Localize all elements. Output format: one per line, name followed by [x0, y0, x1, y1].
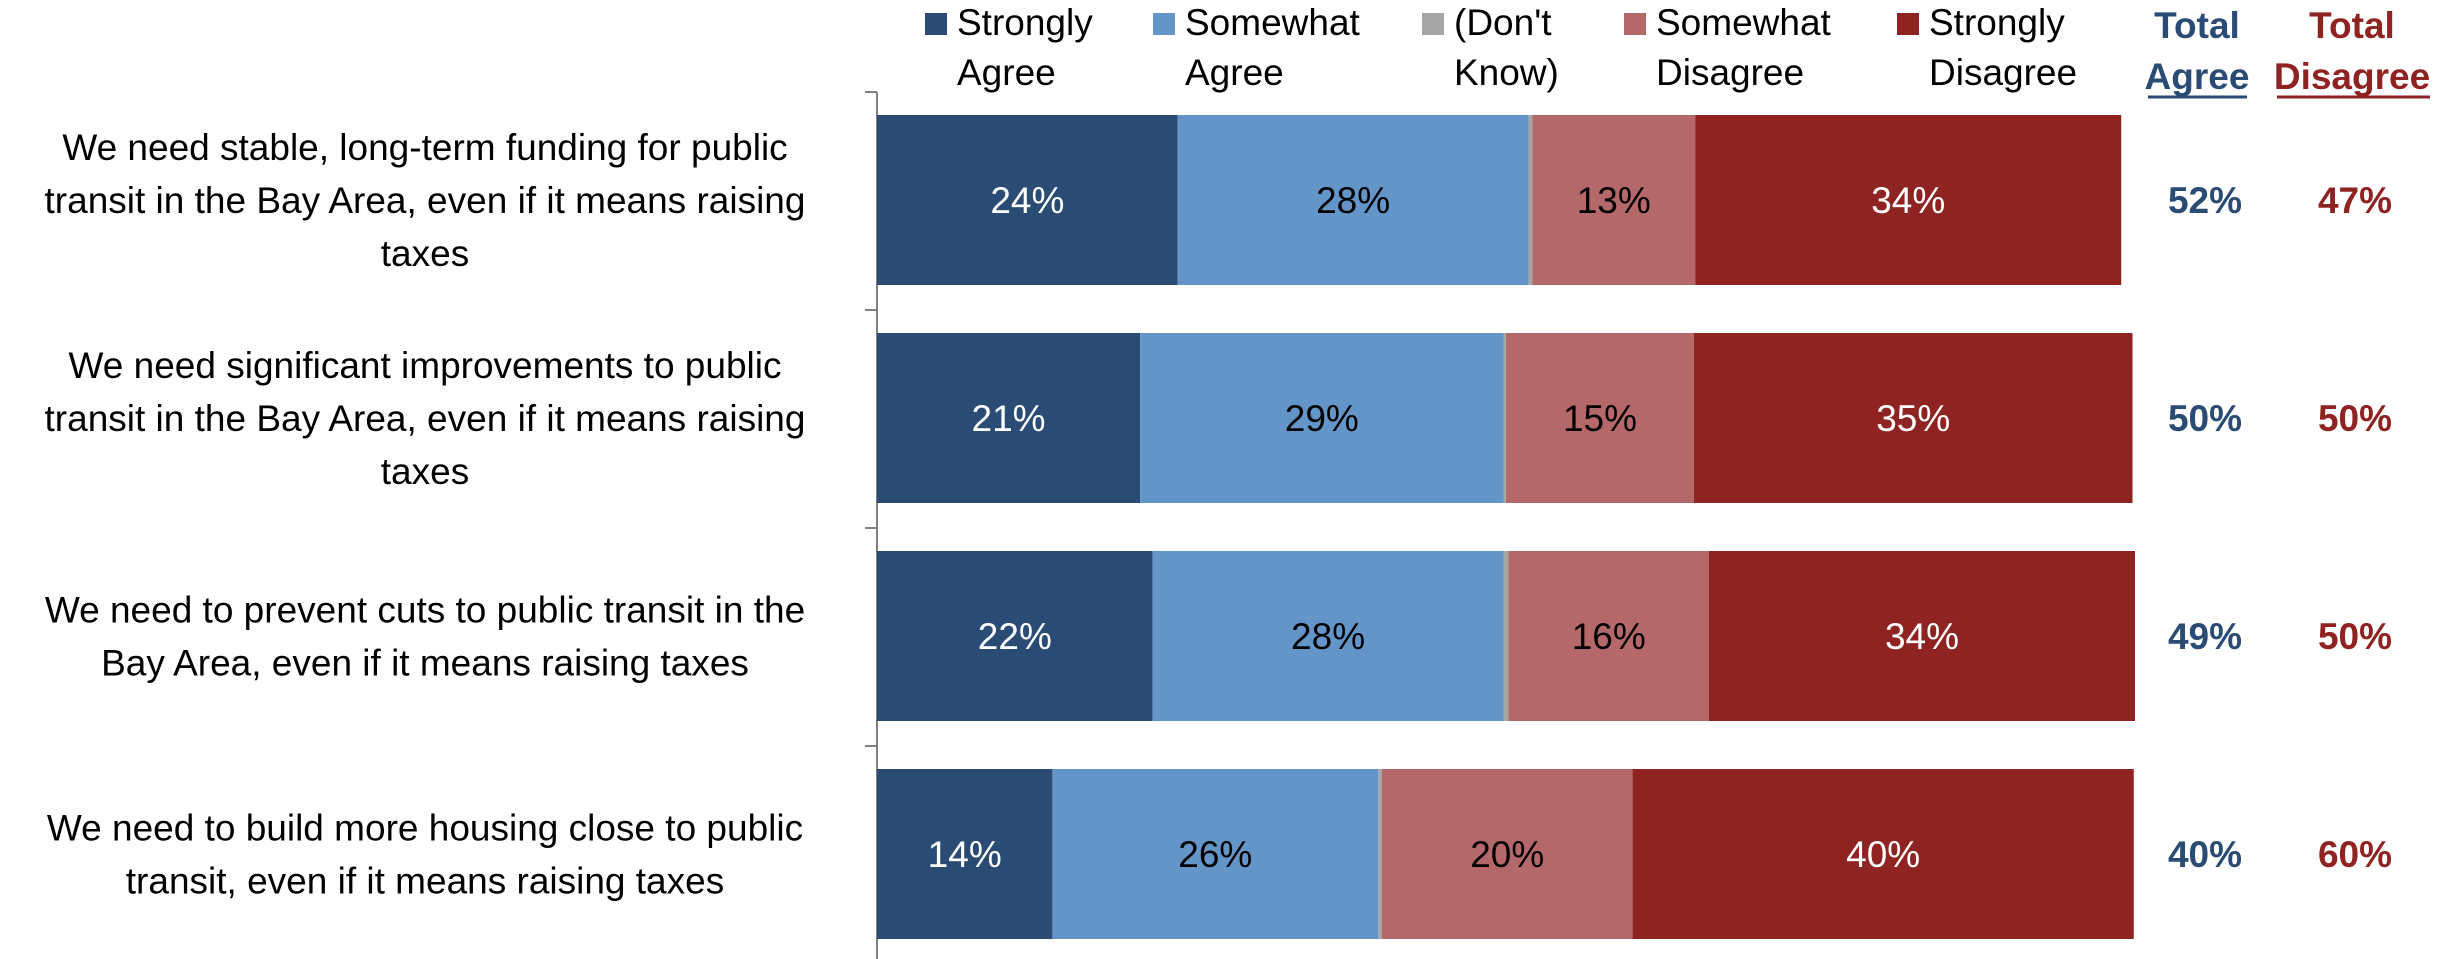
data-label: 15% [1563, 398, 1637, 439]
bar-segment [1532, 115, 1696, 285]
legend-label-line: Strongly [1929, 2, 2065, 43]
total-agree-value: 50% [2168, 398, 2242, 439]
bar-segment [1381, 769, 1633, 939]
legend-label: (Don't Know) [1454, 2, 1559, 93]
total-agree-header-line: Agree [2145, 56, 2250, 97]
total-agree-value: 52% [2168, 180, 2242, 221]
total-disagree-value: 60% [2318, 834, 2392, 875]
total-disagree-header-line: Disagree [2274, 56, 2430, 97]
bar-segment [1503, 551, 1509, 721]
bar-segment [1052, 769, 1379, 939]
data-label: 20% [1470, 834, 1544, 875]
legend-label-line: (Don't [1454, 2, 1552, 43]
bar-segment [1378, 769, 1382, 939]
data-label: 22% [978, 616, 1052, 657]
category-labels: We need stable, long-term funding for pu… [45, 127, 806, 902]
category-label-line: taxes [381, 233, 469, 274]
category-label-line: transit in the Bay Area, even if it mean… [45, 398, 806, 439]
data-label: 35% [1876, 398, 1950, 439]
data-label: 28% [1316, 180, 1390, 221]
legend-label-line: Somewhat [1656, 2, 1832, 43]
category-label-line: We need significant improvements to publ… [69, 345, 782, 386]
data-label: 21% [972, 398, 1046, 439]
data-label: 26% [1178, 834, 1252, 875]
legend-label-line: Agree [957, 52, 1056, 93]
data-label: 40% [1846, 834, 1920, 875]
legend-label-line: Agree [1185, 52, 1284, 93]
totals-header: Total Agree Total Disagree [2145, 5, 2430, 99]
bar-segment [877, 333, 1141, 503]
data-label: 34% [1885, 616, 1959, 657]
bar-segment [1152, 551, 1504, 721]
bar-segment [1508, 551, 1709, 721]
category-label-line: transit in the Bay Area, even if it mean… [45, 180, 806, 221]
legend-label: Somewhat Disagree [1656, 2, 1832, 93]
legend-swatch [1153, 13, 1175, 35]
category-label-line: transit, even if it means raising taxes [126, 861, 724, 902]
bars: 24% 28% 13% 34% 21% 29% 15% 35% 22% 28% 16% 34% 14% 2… [877, 115, 2136, 939]
total-agree-header: Total Agree [2145, 5, 2250, 97]
bar-segment [1693, 333, 2133, 503]
category-label: We need stable, long-term funding for pu… [45, 127, 806, 274]
bar-segment [1528, 115, 1533, 285]
legend-label: Somewhat Agree [1185, 2, 1361, 93]
category-label-line: Bay Area, even if it means raising taxes [101, 643, 749, 684]
data-label: 34% [1871, 180, 1945, 221]
category-label-line: taxes [381, 451, 469, 492]
category-label: We need significant improvements to publ… [45, 345, 806, 492]
legend-label: Strongly Disagree [1929, 2, 2077, 93]
data-label: 14% [928, 834, 1002, 875]
legend-label-line: Strongly [957, 2, 1093, 43]
total-disagree-value: 50% [2318, 398, 2392, 439]
category-axis [865, 91, 878, 959]
legend-swatch [1897, 13, 1919, 35]
bar-segment [1695, 115, 2122, 285]
category-label-line: We need stable, long-term funding for pu… [62, 127, 787, 168]
legend-label-line: Disagree [1656, 52, 1804, 93]
bar-segment [877, 769, 1053, 939]
legend-label-line: Disagree [1929, 52, 2077, 93]
bar-segment [1503, 333, 1507, 503]
legend-swatch [925, 13, 947, 35]
total-disagree-header-line: Total [2309, 5, 2395, 46]
data-label: 28% [1291, 616, 1365, 657]
total-disagree-header: Total Disagree [2274, 5, 2430, 97]
category-label: We need to prevent cuts to public transi… [45, 590, 805, 684]
totals-values: 52% 47% 50% 50% 49% 50% 40% 60% [2168, 180, 2392, 875]
bar-segment [1506, 333, 1694, 503]
data-label: 24% [990, 180, 1064, 221]
category-label-line: We need to build more housing close to p… [47, 808, 803, 849]
total-disagree-value: 47% [2318, 180, 2392, 221]
total-agree-header-line: Total [2154, 5, 2240, 46]
bar-segment [877, 551, 1153, 721]
legend: Strongly Agree Somewhat Agree (Don't Know) Som… [925, 2, 2077, 93]
legend-label-line: Somewhat [1185, 2, 1361, 43]
category-label-line: We need to prevent cuts to public transi… [45, 590, 805, 631]
bar-segment [1632, 769, 2134, 939]
total-agree-value: 40% [2168, 834, 2242, 875]
legend-swatch [1422, 13, 1444, 35]
legend-label-line: Know) [1454, 52, 1559, 93]
bar-segment [1177, 115, 1529, 285]
bar-segment [1140, 333, 1504, 503]
data-label: 13% [1577, 180, 1651, 221]
category-label: We need to build more housing close to p… [47, 808, 803, 902]
legend-swatch [1624, 13, 1646, 35]
data-label: 16% [1572, 616, 1646, 657]
legend-label: Strongly Agree [957, 2, 1093, 93]
total-disagree-value: 50% [2318, 616, 2392, 657]
total-agree-value: 49% [2168, 616, 2242, 657]
bar-segment [877, 115, 1178, 285]
data-label: 29% [1285, 398, 1359, 439]
bar-segment [1708, 551, 2136, 721]
